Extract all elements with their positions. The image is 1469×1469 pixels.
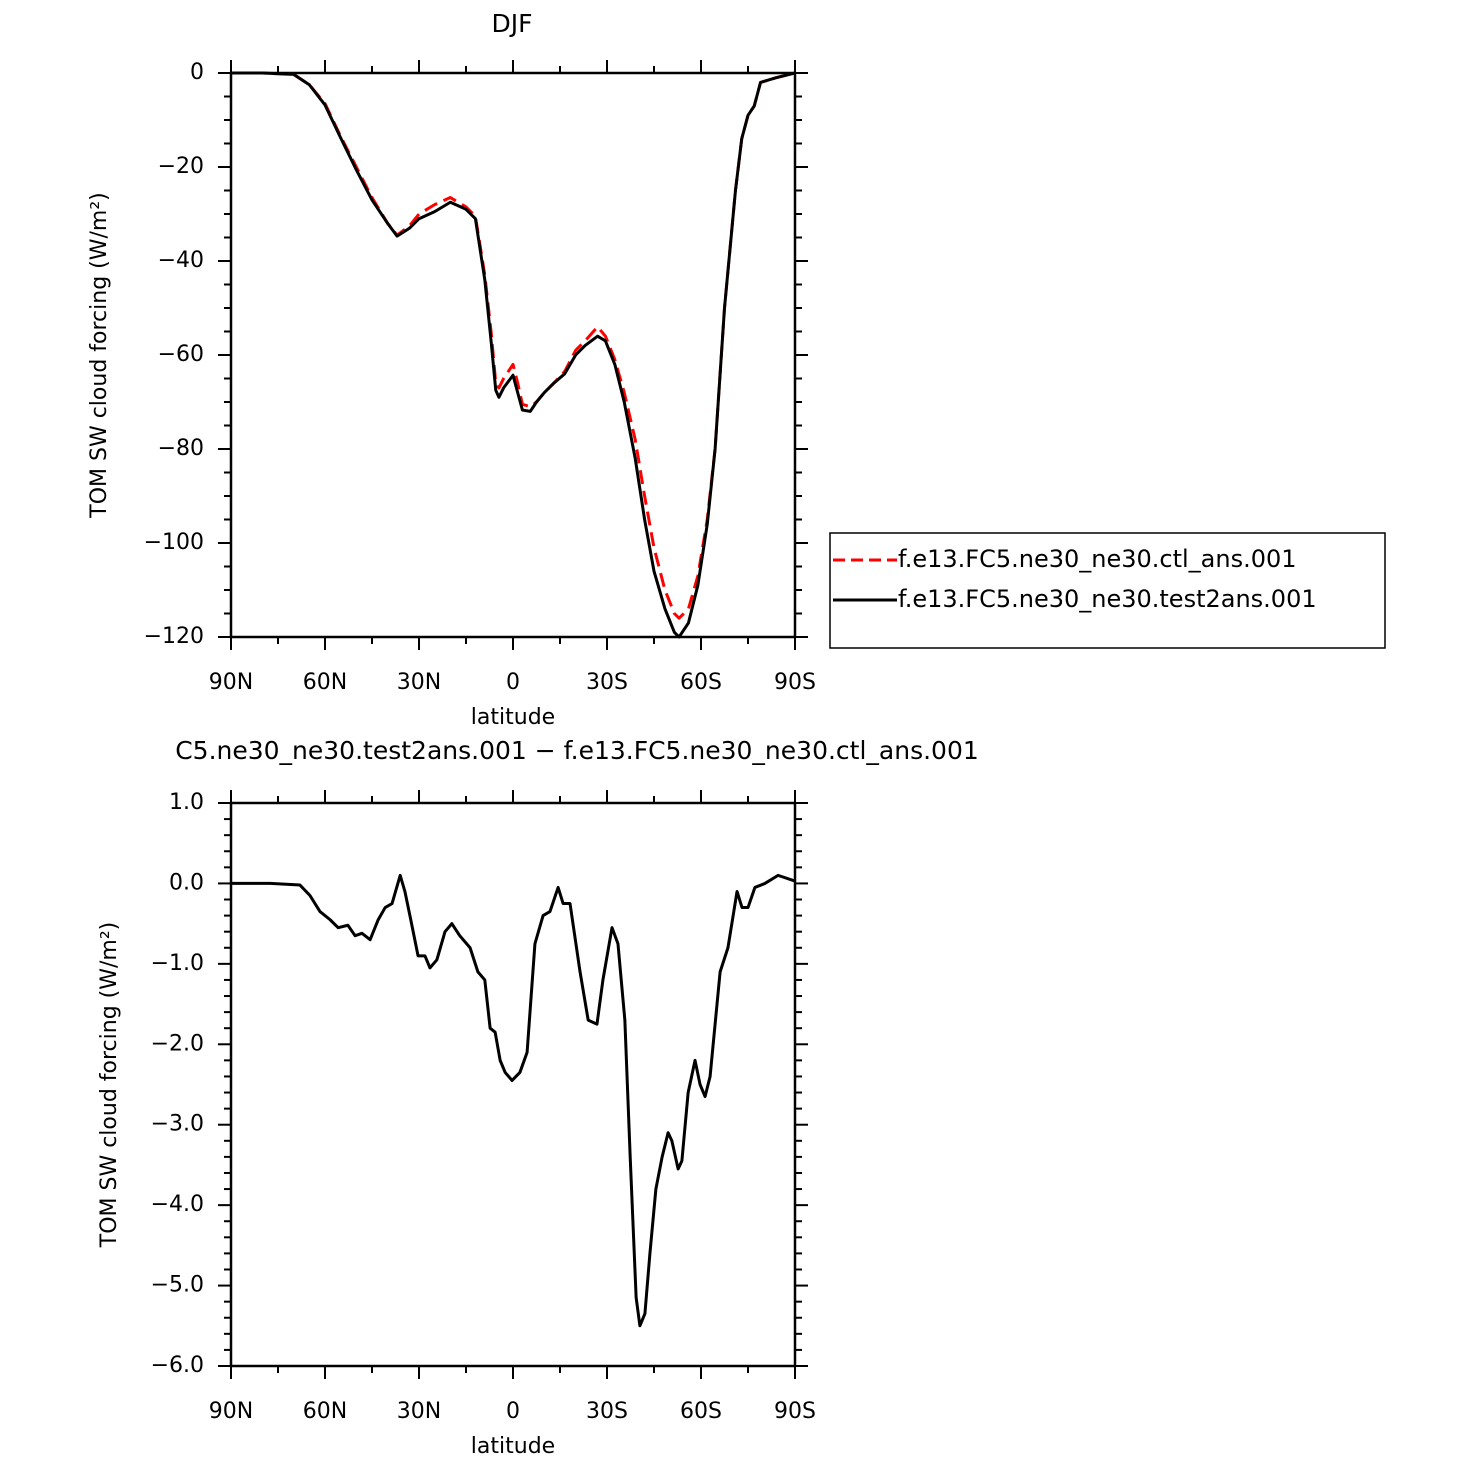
x-tick-label: 30S: [586, 670, 628, 695]
y-tick-label: −6.0: [151, 1353, 204, 1378]
x-tick-label: 90N: [209, 1399, 253, 1424]
y-tick-label: −20: [158, 154, 204, 179]
y-tick-label: −1.0: [151, 951, 204, 976]
y-axis-label: TOM SW cloud forcing (W/m²): [97, 922, 122, 1248]
x-axis-label: latitude: [471, 705, 555, 730]
y-tick-label: −80: [158, 436, 204, 461]
x-tick-label: 30N: [397, 670, 441, 695]
legend-box: [829, 532, 1386, 649]
legend-label: f.e13.FC5.ne30_ne30.ctl_ans.001: [898, 545, 1297, 573]
y-axis-label: TOM SW cloud forcing (W/m²): [87, 192, 112, 518]
y-tick-label: 0.0: [169, 870, 204, 895]
chart-title: C5.ne30_ne30.test2ans.001 − f.e13.FC5.ne…: [175, 736, 979, 765]
x-tick-label: 60N: [303, 670, 347, 695]
y-tick-label: 1.0: [169, 790, 204, 815]
y-tick-label: −3.0: [151, 1112, 204, 1137]
x-tick-label: 30S: [586, 1399, 628, 1424]
y-tick-label: −40: [158, 248, 204, 273]
x-tick-label: 90S: [774, 1399, 816, 1424]
x-tick-label: 0: [506, 1399, 520, 1424]
x-tick-label: 0: [506, 670, 520, 695]
plot-frame: [229, 71, 797, 639]
y-tick-label: −5.0: [151, 1273, 204, 1298]
y-tick-label: −60: [158, 342, 204, 367]
series-line: [231, 71, 796, 620]
y-tick-label: 0: [190, 60, 204, 85]
y-tick-label: −2.0: [151, 1031, 204, 1056]
x-tick-label: 90S: [774, 670, 816, 695]
plot-frame: [229, 801, 797, 1368]
y-tick-label: −100: [144, 530, 204, 555]
x-tick-label: 30N: [397, 1399, 441, 1424]
series-line: [231, 71, 796, 639]
y-tick-label: −120: [144, 624, 204, 649]
legend-label: f.e13.FC5.ne30_ne30.test2ans.001: [898, 585, 1317, 613]
x-tick-label: 60S: [680, 670, 722, 695]
x-tick-label: 60S: [680, 1399, 722, 1424]
x-axis-label: latitude: [471, 1434, 555, 1459]
x-tick-label: 60N: [303, 1399, 347, 1424]
series-line: [231, 873, 796, 1328]
x-tick-label: 90N: [209, 670, 253, 695]
chart-title: DJF: [491, 9, 532, 38]
y-tick-label: −4.0: [151, 1192, 204, 1217]
